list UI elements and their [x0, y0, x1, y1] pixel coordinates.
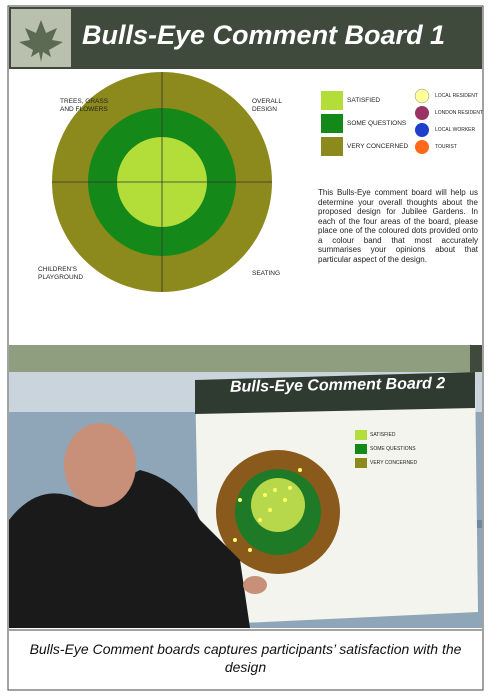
footer-edge [470, 345, 482, 372]
caption: Bulls-Eye Comment boards captures partic… [10, 640, 481, 676]
board-title: Bulls-Eye Comment Board 1 [82, 20, 445, 51]
figure: Bulls-Eye Comment Board 1 TREES, GRASS A… [0, 0, 491, 696]
photo-inner-ring [251, 478, 305, 532]
quadrant-label: SEATING [252, 270, 297, 278]
legend-swatch [321, 137, 343, 156]
legend-label: TOURIST [435, 143, 457, 151]
legend-swatch [321, 91, 343, 110]
legend-dot [415, 89, 429, 103]
legend-label: SOME QUESTIONS [347, 120, 406, 128]
footer-band [9, 345, 482, 372]
photo-legend-label: SATISFIED [370, 431, 395, 439]
description: This Bulls-Eye comment board will help u… [318, 188, 478, 264]
photo-hand [243, 576, 267, 594]
photo-swatch [355, 458, 367, 468]
legend-swatch [321, 114, 343, 133]
photo-swatch [355, 444, 367, 454]
legend-dot [415, 123, 429, 137]
legend-label: LOCAL WORKER [435, 126, 475, 134]
quadrant-label: OVERALL DESIGN [252, 98, 297, 114]
quadrant-label: TREES, GRASS AND FLOWERS [60, 98, 120, 114]
photo-board-title: Bulls-Eye Comment Board 2 [230, 375, 445, 397]
photo-legend-label: SOME QUESTIONS [370, 445, 416, 453]
photo-legend-label: VERY CONCERNED [370, 459, 417, 467]
legend-dot [415, 106, 429, 120]
legend-label: SATISFIED [347, 97, 380, 105]
photo-head [64, 423, 136, 507]
legend-label: LONDON RESIDENT [435, 109, 483, 117]
legend-label: LOCAL RESIDENT [435, 92, 478, 100]
quadrant-label: CHILDREN’S PLAYGROUND [38, 266, 88, 282]
photo-swatch [355, 430, 367, 440]
legend-dot [415, 140, 429, 154]
legend-label: VERY CONCERNED [347, 143, 408, 151]
